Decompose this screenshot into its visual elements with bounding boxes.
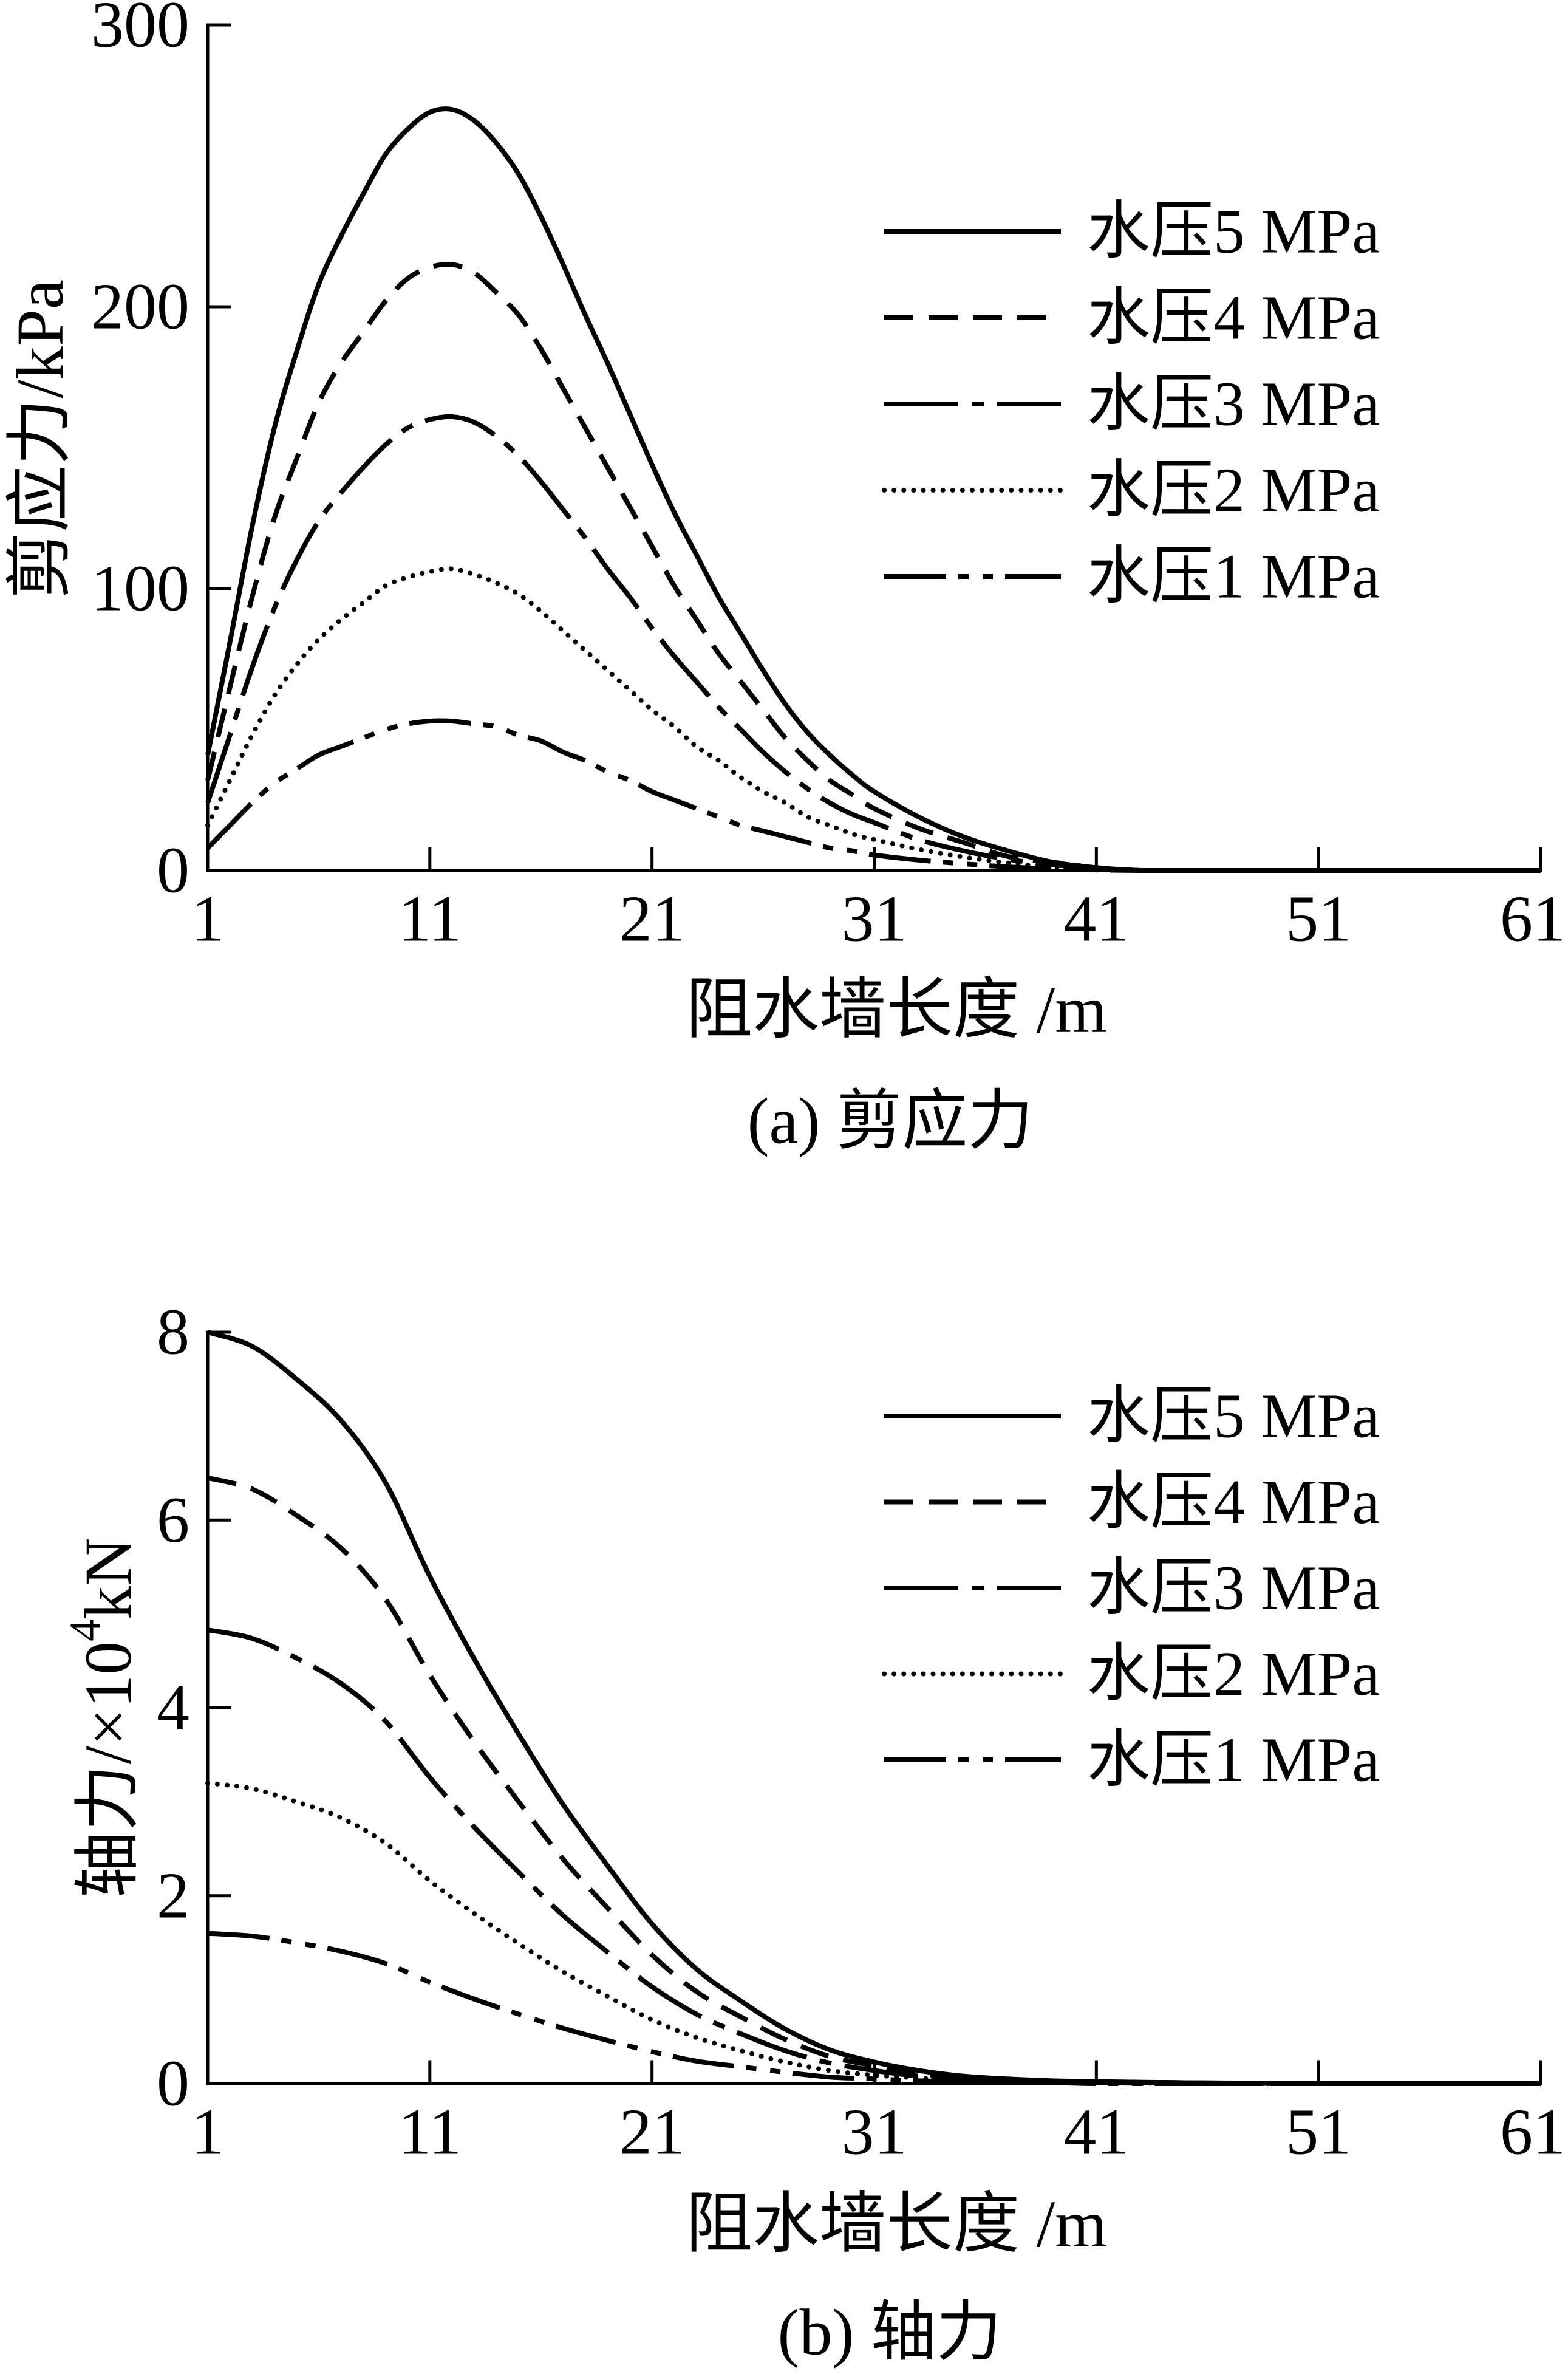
legend-item: 水压3 MPa	[884, 1553, 1380, 1623]
series-line-2mpa	[205, 566, 1543, 874]
x-tick-label: 61	[1500, 2096, 1566, 2169]
series-line-5mpa	[205, 106, 1541, 874]
y-tick-label: 2	[157, 1859, 189, 1932]
x-tick-label: 21	[619, 2096, 685, 2169]
x-tick-label: 51	[1286, 883, 1351, 956]
x-tick-label: 31	[842, 883, 907, 956]
series-line-1mpa	[207, 1931, 1541, 2087]
x-tick-label: 11	[398, 2096, 462, 2169]
legend-label: 水压1 MPa	[1087, 542, 1380, 612]
legend-item: 水压1 MPa	[884, 542, 1380, 612]
x-tick-label: 61	[1500, 883, 1566, 956]
legend-label: 水压1 MPa	[1087, 1725, 1380, 1795]
y-tick-label: 6	[157, 1484, 189, 1556]
legend-label: 水压3 MPa	[1087, 369, 1380, 439]
series-line-3mpa	[207, 1627, 1541, 2087]
legend-label: 水压2 MPa	[1087, 1639, 1380, 1709]
legend-item: 水压1 MPa	[884, 1725, 1380, 1795]
y-tick-label: 8	[157, 1296, 189, 1369]
series-line-4mpa	[205, 261, 1541, 874]
y-tick-label: 100	[91, 553, 189, 625]
y-axis-label: 剪应力/kPa	[3, 279, 77, 599]
y-tick-label: 300	[91, 0, 189, 61]
x-tick-label: 11	[398, 883, 462, 956]
x-tick-label: 31	[842, 2096, 907, 2169]
x-tick-label: 41	[1063, 883, 1129, 956]
legend-item: 水压2 MPa	[882, 1639, 1380, 1709]
panel-caption: (b) 轴力	[778, 2297, 1002, 2369]
legend-item: 水压5 MPa	[884, 197, 1380, 267]
y-tick-label: 0	[157, 835, 189, 907]
x-tick-label: 1	[191, 883, 224, 956]
legend-item: 水压4 MPa	[884, 1467, 1380, 1537]
legend-label: 水压3 MPa	[1087, 1553, 1380, 1623]
x-axis-label: 阻水墙长度 /m	[686, 2187, 1107, 2261]
x-axis-label: 阻水墙长度 /m	[686, 973, 1107, 1047]
legend-item: 水压4 MPa	[884, 283, 1380, 353]
panel-caption: (a) 剪应力	[748, 1086, 1034, 1158]
x-tick-label: 1	[191, 2096, 224, 2169]
y-tick-label: 4	[157, 1672, 189, 1744]
legend: 水压5 MPa 水压4 MPa 水压3 MPa 水压2 MPa 水压1 MPa	[882, 1381, 1380, 1795]
legend: 水压5 MPa 水压4 MPa 水压3 MPa 水压2 MPa 水压1 MPa	[882, 197, 1380, 612]
legend-label: 水压4 MPa	[1087, 283, 1380, 353]
x-tick-label: 21	[619, 883, 685, 956]
y-axis-label-unit: kN	[71, 1538, 145, 1619]
y-axis-label: 轴力/×104kN	[61, 1538, 145, 1898]
y-tick-label: 0	[157, 2048, 189, 2120]
legend-item: 水压2 MPa	[882, 456, 1380, 525]
legend-label: 水压5 MPa	[1087, 1381, 1380, 1451]
series-line-2mpa	[205, 1780, 1543, 2087]
legend-label: 水压5 MPa	[1087, 197, 1380, 267]
x-tick-label: 51	[1286, 2096, 1351, 2169]
y-axis-label-exponent: 4	[61, 1620, 109, 1641]
legend-item: 水压3 MPa	[884, 369, 1380, 439]
y-axis-label-text: 轴力/×10	[71, 1641, 145, 1898]
series-line-3mpa	[205, 414, 1541, 874]
legend-label: 水压4 MPa	[1087, 1467, 1380, 1537]
legend-item: 水压5 MPa	[884, 1381, 1380, 1451]
series-line-1mpa	[206, 718, 1541, 874]
x-tick-label: 41	[1063, 2096, 1129, 2169]
legend-label: 水压2 MPa	[1087, 456, 1380, 525]
y-tick-label: 200	[91, 271, 189, 343]
